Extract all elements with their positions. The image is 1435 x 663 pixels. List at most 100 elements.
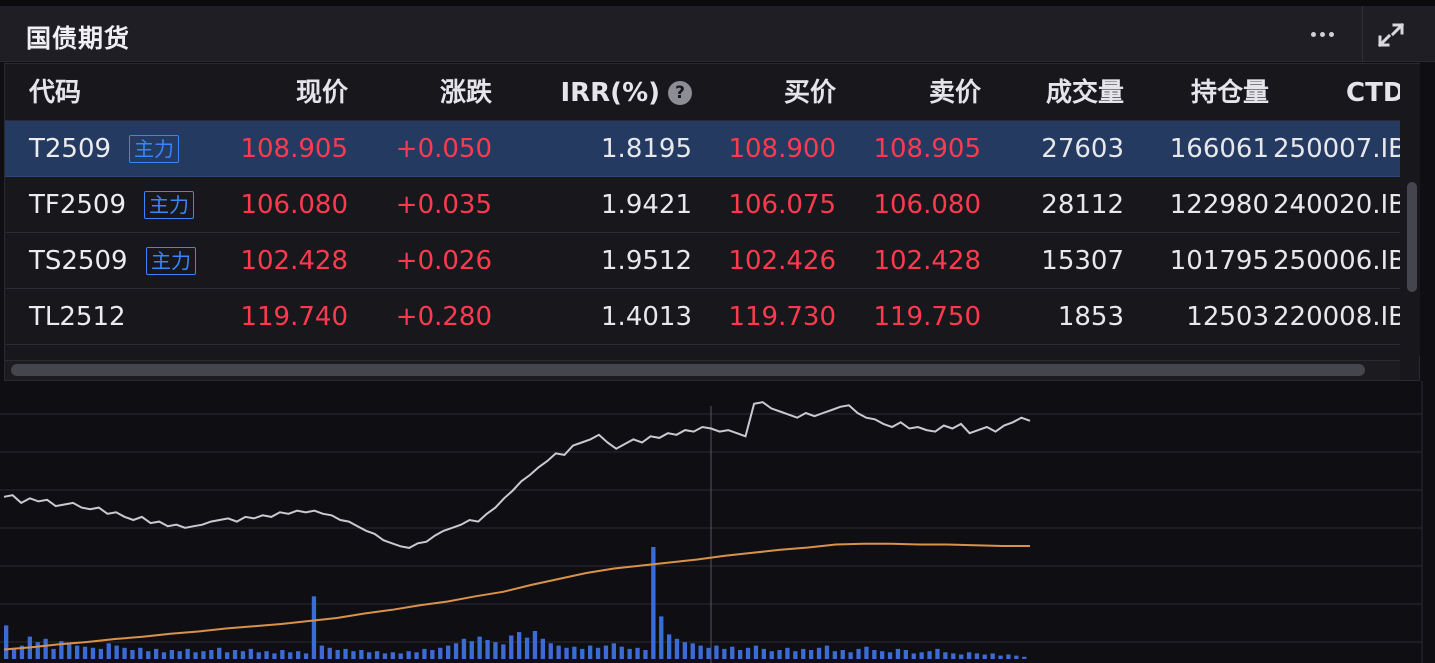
table-row[interactable]: T2509 主力 108.905 +0.050 1.8195 108.900 108.905… (5, 121, 1400, 177)
volume-bar (335, 650, 340, 659)
volume-bar (272, 653, 277, 659)
header-bid[interactable]: 买价 (783, 78, 836, 108)
volume-bar (398, 653, 403, 659)
cell-oi: 166061 (1169, 134, 1269, 164)
quote-table: 代码 现价 涨跌 IRR(%)? 买价 卖价 成交量 持仓量 CTD T2509… (4, 63, 1420, 381)
volume-bar (856, 648, 861, 659)
volume-bar (738, 650, 743, 659)
header-code[interactable]: 代码 (29, 78, 82, 108)
header-irr-label: IRR(%) (560, 78, 660, 108)
cell-bid: 108.900 (728, 134, 836, 164)
volume-bar (722, 648, 727, 659)
cell-price: 108.905 (240, 134, 348, 164)
cell-ctd: 250007.IB (1273, 134, 1400, 164)
cell-bid: 106.075 (728, 190, 836, 220)
volume-bar (82, 646, 88, 659)
volume-bar (761, 648, 766, 659)
volume-bar (532, 631, 538, 659)
volume-bar (414, 652, 419, 659)
contract-code: TS2509 (29, 246, 128, 276)
volume-bar (114, 645, 119, 659)
volume-bar (785, 647, 790, 659)
volume-bar (185, 648, 190, 659)
volume-bar (264, 651, 269, 659)
cell-volume: 15307 (1041, 246, 1124, 276)
volume-bar (667, 634, 672, 659)
volume-bar (122, 647, 127, 659)
cell-change: +0.026 (395, 246, 492, 276)
volume-bar (959, 654, 964, 659)
header-irr[interactable]: IRR(%)? (560, 64, 692, 120)
volume-bar (848, 652, 853, 659)
table-row[interactable]: TS2509 主力 102.428 +0.026 1.9512 102.426 102.42… (5, 233, 1400, 289)
volume-bar (698, 645, 703, 659)
expand-icon[interactable] (1373, 18, 1409, 52)
cell-bid: 102.426 (728, 246, 836, 276)
table-row[interactable]: TL2512 119.740 +0.280 1.4013 119.730 119.750 1… (5, 289, 1400, 345)
volume-bar (517, 632, 522, 659)
header-oi[interactable]: 持仓量 (1190, 78, 1269, 108)
volume-bar (469, 641, 474, 659)
volume-bar (154, 648, 159, 659)
vertical-scroll-thumb[interactable] (1407, 182, 1417, 292)
volume-bar (232, 650, 238, 659)
volume-bar (801, 648, 806, 659)
volume-bar (209, 650, 214, 659)
volume-bar (659, 616, 664, 659)
more-dots-icon[interactable] (1300, 18, 1344, 50)
volume-bar (138, 647, 143, 659)
volume-bar (509, 635, 514, 659)
volume-bar (540, 638, 545, 659)
cell-ask: 106.080 (873, 190, 981, 220)
table-row[interactable]: TF2509 主力 106.080 +0.035 1.9421 106.075 106.08… (5, 177, 1400, 233)
volume-bar (895, 648, 901, 659)
volume-bar (98, 648, 103, 659)
volume-bar (43, 638, 48, 659)
volume-bar (524, 637, 530, 659)
intraday-chart[interactable] (0, 381, 1435, 663)
cell-change: +0.035 (395, 190, 492, 220)
cell-change: +0.050 (395, 134, 492, 164)
header-ask[interactable]: 卖价 (928, 78, 981, 108)
volume-bar (572, 646, 577, 659)
volume-bar (477, 636, 482, 659)
cell-price: 106.080 (240, 190, 348, 220)
volume-bar (430, 650, 435, 659)
volume-bar (840, 650, 845, 659)
volume-bar (824, 645, 830, 659)
volume-bar (367, 652, 372, 659)
volume-bar (319, 645, 324, 659)
cell-price: 102.428 (240, 246, 348, 276)
volume-bar (690, 643, 695, 659)
volume-bar (248, 648, 253, 659)
volume-bar (35, 642, 40, 659)
volume-bar (635, 647, 640, 659)
volume-bar (327, 647, 332, 659)
cell-ctd: 240020.IB (1273, 190, 1400, 220)
volume-bar (311, 596, 317, 659)
cell-irr: 1.4013 (601, 302, 692, 332)
volume-bar (446, 645, 451, 659)
header-volume[interactable]: 成交量 (1045, 78, 1124, 108)
volume-bar (90, 647, 96, 659)
volume-bar (619, 646, 624, 659)
volume-bar (453, 643, 459, 659)
cell-ask: 119.750 (873, 302, 981, 332)
header-price[interactable]: 现价 (295, 78, 348, 108)
volume-bar (217, 647, 222, 659)
volume-bar (832, 651, 837, 659)
volume-bar (927, 651, 932, 659)
horizontal-scroll-thumb[interactable] (11, 364, 1365, 376)
cell-oi: 101795 (1169, 246, 1269, 276)
header-ctd[interactable]: CTD (1346, 78, 1400, 108)
price-line (3, 401, 1031, 549)
volume-bar (864, 646, 869, 659)
contract-code: TL2512 (29, 302, 126, 332)
header-change[interactable]: 涨跌 (439, 78, 492, 108)
volume-bar (406, 651, 411, 659)
help-icon[interactable]: ? (668, 81, 692, 105)
contract-code: T2509 (29, 134, 112, 164)
volume-bar (485, 640, 490, 659)
volume-bar (911, 653, 916, 659)
panel-title: 国债期货 (26, 24, 131, 53)
